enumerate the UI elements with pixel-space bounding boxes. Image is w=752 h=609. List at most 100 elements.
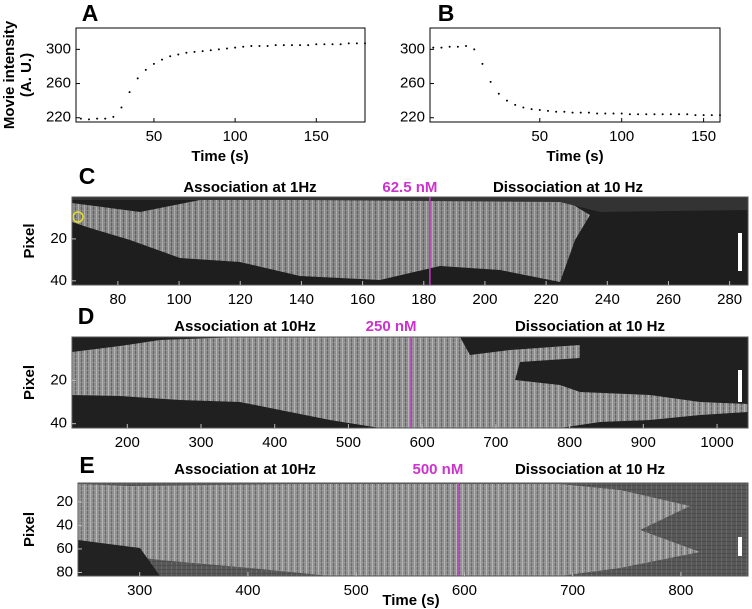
y-axis-label: Pixel — [21, 512, 38, 547]
x-tick-label: 240 — [595, 291, 620, 308]
x-tick-label: 800 — [668, 582, 693, 599]
x-tick-label: 100 — [609, 128, 634, 145]
data-point — [258, 44, 261, 47]
data-point — [694, 114, 697, 117]
y-axis-label: Pixel — [21, 365, 38, 400]
data-point — [710, 114, 713, 117]
kymograph-image — [72, 337, 748, 428]
y-tick-label: 260 — [400, 75, 425, 92]
data-point — [587, 111, 590, 114]
data-point — [489, 80, 492, 83]
association-label: Association at 10Hz — [174, 461, 316, 478]
data-point — [87, 118, 90, 121]
plot-frame — [75, 27, 366, 123]
data-point — [347, 42, 350, 45]
data-point — [209, 49, 212, 52]
data-point — [307, 44, 310, 47]
data-point — [596, 112, 599, 115]
data-point — [678, 113, 681, 116]
data-point — [637, 113, 640, 116]
x-tick-label: 280 — [717, 291, 742, 308]
x-axis-label: Time (s) — [546, 148, 603, 165]
y-tick-label: 300 — [400, 40, 425, 57]
data-point — [120, 106, 123, 109]
data-point — [364, 42, 366, 45]
data-point — [96, 117, 99, 120]
data-point — [104, 117, 107, 120]
concentration-label: 250 nM — [366, 318, 417, 335]
data-point — [432, 46, 435, 49]
data-point — [522, 106, 525, 109]
x-tick-label: 400 — [262, 434, 287, 451]
data-point — [579, 111, 582, 114]
data-point — [282, 44, 285, 47]
data-point — [339, 43, 342, 46]
data-point — [177, 53, 180, 56]
data-point — [702, 114, 705, 117]
data-point — [234, 46, 237, 49]
data-point — [193, 50, 196, 53]
data-point — [299, 44, 302, 47]
x-tick-label: 500 — [336, 434, 361, 451]
dissociation-label: Dissociation at 10 Hz — [515, 318, 665, 335]
x-tick-label: 900 — [631, 434, 656, 451]
plot-frame — [429, 27, 721, 123]
data-point — [323, 43, 326, 46]
data-point — [473, 48, 476, 51]
y-tick-label: 260 — [46, 75, 71, 92]
y-tick-label: 20 — [56, 493, 73, 510]
data-point — [136, 77, 139, 80]
concentration-label: 500 nM — [412, 461, 463, 478]
data-point — [225, 47, 228, 50]
x-tick-label: 220 — [534, 291, 559, 308]
data-point — [481, 62, 484, 65]
data-point — [79, 117, 82, 120]
y-tick-label: 20 — [50, 371, 67, 388]
data-point — [201, 50, 204, 53]
data-point — [555, 110, 558, 113]
y-tick-label: 300 — [46, 40, 71, 57]
x-tick-label: 300 — [188, 434, 213, 451]
data-point — [514, 103, 517, 106]
data-point — [661, 113, 664, 116]
data-point — [161, 58, 164, 61]
x-tick-label: 600 — [452, 582, 477, 599]
data-point — [563, 110, 566, 113]
y-tick-label: 40 — [50, 272, 67, 289]
y-tick-label: 60 — [56, 540, 73, 557]
data-point — [669, 113, 672, 116]
y-tick-label: 40 — [50, 415, 67, 432]
data-point — [448, 45, 451, 48]
data-point — [315, 43, 318, 46]
y-axis-label: Movie intensity — [1, 20, 18, 129]
data-point — [612, 112, 615, 115]
x-tick-label: 180 — [411, 291, 436, 308]
data-point — [506, 99, 509, 102]
data-point — [242, 45, 245, 48]
data-point — [628, 113, 631, 116]
data-point — [112, 115, 115, 118]
data-point — [546, 109, 549, 112]
x-tick-label: 700 — [560, 582, 585, 599]
x-tick-label: 50 — [531, 128, 548, 145]
x-tick-label: 100 — [223, 128, 248, 145]
data-point — [266, 44, 269, 47]
x-tick-label: 300 — [127, 582, 152, 599]
x-tick-label: 600 — [410, 434, 435, 451]
data-point — [653, 113, 656, 116]
data-point — [128, 91, 131, 94]
x-tick-label: 120 — [228, 291, 253, 308]
y-tick-label: 80 — [56, 563, 73, 580]
data-point — [620, 112, 623, 115]
x-tick-label: 50 — [146, 128, 163, 145]
x-tick-label: 150 — [304, 128, 329, 145]
data-point — [217, 48, 220, 51]
x-tick-label: 1000 — [700, 434, 733, 451]
data-point — [290, 44, 293, 47]
data-point — [719, 114, 721, 117]
x-tick-label: 160 — [350, 291, 375, 308]
data-point — [497, 92, 500, 95]
y-tick-label: 40 — [56, 516, 73, 533]
